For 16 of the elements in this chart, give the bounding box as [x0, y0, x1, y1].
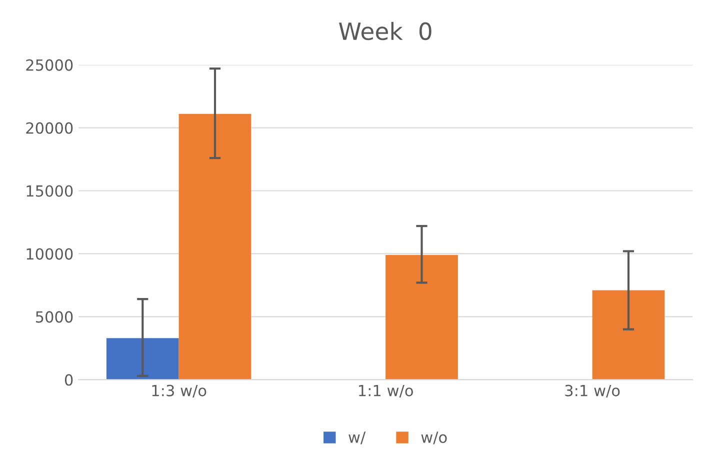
y-tick-label: 10000	[26, 248, 73, 260]
x-tick-label: 1:1 w/o	[359, 384, 413, 398]
bar	[386, 254, 458, 380]
legend-label: w/	[348, 432, 366, 444]
bar	[178, 114, 252, 380]
y-tick-label: 5000	[36, 311, 73, 323]
x-tick-label: 3:1 w/o	[565, 384, 620, 398]
y-tick-label: 20000	[26, 122, 73, 134]
y-tick-label: 15000	[26, 185, 73, 197]
bar	[106, 338, 179, 380]
y-tick-label: 0	[64, 374, 73, 386]
bar	[592, 290, 665, 380]
chart-title: Week 0	[338, 22, 432, 40]
legend-label: w/o	[421, 432, 447, 444]
y-tick-label: 25000	[26, 59, 73, 71]
x-tick-label: 1:3 w/o	[152, 384, 206, 398]
